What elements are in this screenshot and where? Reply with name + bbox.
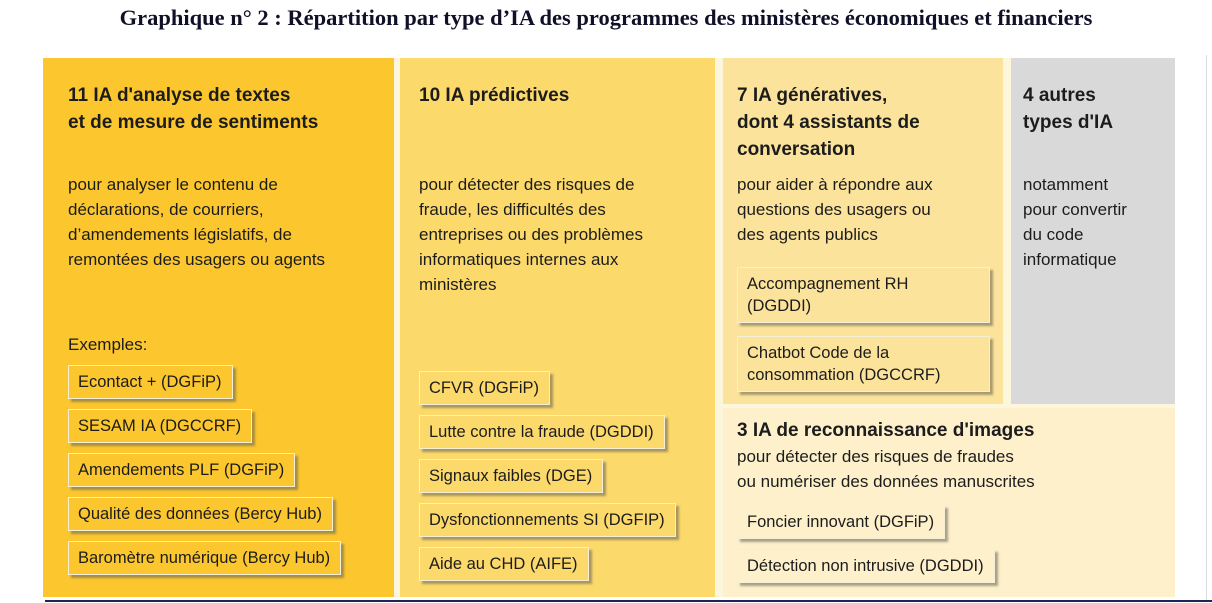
program-box: Signaux faibles (DGE) bbox=[419, 459, 604, 493]
column-description: pour aider à répondre aux questions des … bbox=[737, 175, 933, 244]
program-box: Econtact + (DGFiP) bbox=[68, 365, 233, 399]
program-box: Accompagnement RH (DGDDI) bbox=[737, 267, 990, 323]
column-description: pour analyser le contenu de déclarations… bbox=[68, 175, 326, 269]
program-box-list: Accompagnement RH (DGDDI) Chatbot Code de… bbox=[737, 267, 993, 392]
program-box: Qualité des données (Bercy Hub) bbox=[68, 497, 333, 531]
program-box: Détection non intrusive (DGDDI) bbox=[737, 549, 995, 583]
section-description: pour détecter des risques de fraudes ou … bbox=[737, 447, 1035, 491]
column-description: notamment pour convertir du code informa… bbox=[1023, 175, 1127, 269]
program-box-list: CFVR (DGFiP) Lutte contre la fraude (DGDD… bbox=[419, 371, 699, 581]
program-box: Foncier innovant (DGFiP) bbox=[737, 505, 946, 539]
program-box: Baromètre numérique (Bercy Hub) bbox=[68, 541, 342, 575]
program-box-list: Foncier innovant (DGFiP) Détection non in… bbox=[737, 505, 1165, 583]
page-title: Graphique n° 2 : Répartition par type d’… bbox=[119, 5, 1093, 30]
program-box-list: Econtact + (DGFiP) SESAM IA (DGCCRF) Amend… bbox=[68, 365, 370, 575]
column-heading: 7 IA génératives, dont 4 assistants de c… bbox=[737, 85, 920, 160]
column-other-types: 4 autres types d'IA notamment pour conve… bbox=[1011, 58, 1175, 404]
column-heading: 11 IA d'analyse de textes et de mesure d… bbox=[68, 85, 319, 133]
column-heading: 10 IA prédictives bbox=[419, 85, 570, 106]
program-box: Lutte contre la fraude (DGDDI) bbox=[419, 415, 665, 449]
column-heading: 4 autres types d'IA bbox=[1023, 85, 1114, 133]
column-text-analysis: 11 IA d'analyse de textes et de mesure d… bbox=[43, 58, 394, 597]
page-right-border bbox=[1206, 55, 1207, 600]
program-box: Aide au CHD (AIFE) bbox=[419, 547, 589, 581]
column-description: pour détecter des risques de fraude, les… bbox=[419, 175, 643, 294]
examples-label: Exemples: bbox=[68, 335, 148, 354]
program-box: Amendements PLF (DGFiP) bbox=[68, 453, 296, 487]
section-image-recognition: 3 IA de reconnaissance d'images pour dét… bbox=[723, 408, 1175, 597]
program-box: CFVR (DGFiP) bbox=[419, 371, 550, 405]
column-generative: 7 IA génératives, dont 4 assistants de c… bbox=[723, 58, 1003, 404]
program-box: SESAM IA (DGCCRF) bbox=[68, 409, 253, 443]
program-box: Chatbot Code de la consommation (DGCCRF) bbox=[737, 336, 990, 392]
page-bottom-rule bbox=[45, 600, 1212, 602]
section-heading: 3 IA de reconnaissance d'images bbox=[737, 420, 1035, 441]
column-predictive: 10 IA prédictives pour détecter des risq… bbox=[400, 58, 715, 597]
program-box: Dysfonctionnements SI (DGFIP) bbox=[419, 503, 676, 537]
